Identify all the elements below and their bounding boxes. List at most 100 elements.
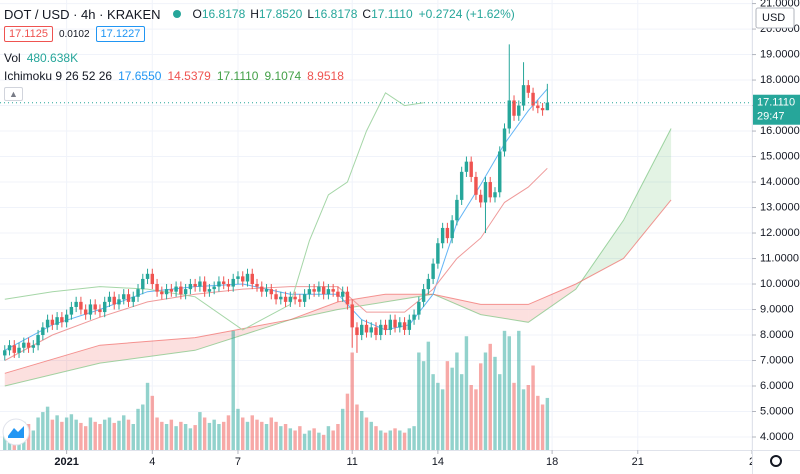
volume-bar bbox=[217, 424, 221, 450]
candle-body bbox=[26, 342, 31, 348]
candle-body bbox=[426, 278, 431, 290]
volume-bar bbox=[374, 426, 378, 450]
candle-body bbox=[450, 220, 454, 239]
ohlc-value: 16.8178 bbox=[314, 7, 358, 21]
candle-body bbox=[260, 286, 264, 292]
y-tick-label: 15.0000 bbox=[760, 150, 800, 162]
candle-body bbox=[517, 105, 521, 116]
ohlc: O16.8178 H17.8520 L16.8178 C17.1110 bbox=[193, 7, 413, 21]
candle-body bbox=[12, 345, 16, 353]
candle-body bbox=[198, 281, 202, 287]
candle-body bbox=[526, 85, 531, 93]
y-tick-label: 12.0000 bbox=[760, 227, 800, 239]
volume-bar bbox=[274, 421, 278, 450]
candle-body bbox=[536, 105, 540, 109]
y-tick-label: 6.0000 bbox=[760, 380, 794, 392]
volume-bar bbox=[517, 330, 521, 450]
indicator-values: 17.6550 14.5379 17.1110 9.1074 8.9518 bbox=[118, 69, 344, 83]
candle-body bbox=[464, 161, 469, 172]
volume-bar bbox=[60, 421, 64, 450]
candle-body bbox=[269, 289, 274, 295]
candle-body bbox=[402, 322, 407, 330]
candle-body bbox=[169, 289, 174, 292]
indicator-value: 17.6550 bbox=[118, 69, 162, 83]
cloud-span-b bbox=[4, 199, 672, 374]
volume-bar bbox=[398, 430, 402, 450]
volume-bar bbox=[183, 424, 188, 450]
spread: 0.0102 bbox=[58, 28, 90, 40]
cloud-segment bbox=[337, 294, 386, 310]
candle-body bbox=[250, 273, 254, 285]
ohlc-item: O16.8178 bbox=[193, 7, 246, 21]
volume-bar bbox=[174, 426, 178, 450]
plot-area bbox=[0, 0, 752, 450]
candle-body bbox=[326, 289, 331, 295]
candle-body bbox=[312, 289, 316, 292]
candle-body bbox=[79, 301, 83, 310]
candle-body bbox=[226, 284, 231, 287]
candle-body bbox=[436, 243, 440, 264]
volume-bar bbox=[264, 424, 269, 450]
cloud-segment bbox=[4, 345, 100, 387]
volume-bar bbox=[317, 432, 321, 450]
change: +0.2724 (+1.62%) bbox=[418, 7, 515, 21]
candle-body bbox=[102, 301, 107, 313]
candle-body bbox=[407, 319, 412, 330]
y-tick-label: 21.0000 bbox=[760, 0, 800, 9]
volume-bar bbox=[250, 415, 254, 450]
volume-bar bbox=[64, 417, 69, 450]
volume-bar bbox=[531, 365, 535, 450]
settings-icon[interactable] bbox=[770, 455, 782, 467]
candle-body bbox=[431, 263, 435, 279]
cloud-segment bbox=[528, 284, 576, 323]
candle-body bbox=[474, 176, 478, 195]
currency: USD bbox=[762, 12, 785, 24]
bid[interactable]: 17.1125 bbox=[4, 26, 53, 42]
symbol[interactable]: DOT / USD · 4h · KRAKEN bbox=[4, 6, 161, 22]
candle-body bbox=[255, 284, 259, 287]
candle-body bbox=[498, 151, 502, 193]
volume-bar bbox=[283, 424, 288, 450]
candle-body bbox=[155, 284, 159, 292]
candle-body bbox=[545, 102, 550, 111]
volume-bar bbox=[188, 428, 193, 450]
candle-body bbox=[488, 182, 492, 198]
candle-body bbox=[340, 291, 345, 297]
volume-bar bbox=[169, 419, 174, 450]
ask[interactable]: 17.1227 bbox=[95, 26, 146, 42]
cloud-span-a bbox=[4, 128, 672, 387]
candle-body bbox=[41, 327, 45, 336]
volume-bar bbox=[102, 419, 107, 450]
candle-body bbox=[45, 319, 50, 328]
indicator-name[interactable]: Ichimoku 9 26 52 26 bbox=[4, 69, 113, 83]
volume-bar bbox=[55, 415, 59, 450]
volume-bar bbox=[369, 421, 373, 450]
candle-body bbox=[122, 294, 126, 300]
y-tick-label: 14.0000 bbox=[760, 176, 800, 188]
candle-body bbox=[31, 345, 36, 348]
collapse-button[interactable]: ▲ bbox=[4, 87, 23, 101]
volume-bar bbox=[112, 422, 116, 450]
volume-bar bbox=[88, 417, 93, 450]
y-tick-label: 18.0000 bbox=[760, 74, 800, 86]
logo-icon bbox=[8, 426, 24, 438]
volume-bar bbox=[160, 421, 164, 450]
candle-body bbox=[164, 289, 169, 295]
candle-body bbox=[174, 286, 178, 292]
y-tick-label: 9.0000 bbox=[760, 303, 794, 315]
candle-body bbox=[393, 319, 397, 328]
volume-bar bbox=[207, 422, 212, 450]
volume-bar bbox=[488, 343, 492, 450]
ohlc-item: C17.1110 bbox=[362, 7, 412, 21]
candle-body bbox=[483, 182, 488, 203]
x-tick-label: 4 bbox=[149, 456, 155, 468]
volume-bar bbox=[521, 389, 526, 450]
volume-bar bbox=[3, 430, 7, 450]
status-dot bbox=[172, 10, 181, 18]
volume-bar bbox=[412, 426, 416, 450]
ohlc-key: C bbox=[362, 7, 372, 21]
candle-body bbox=[145, 273, 150, 279]
volume-bar bbox=[450, 367, 454, 450]
candle-body bbox=[398, 322, 402, 328]
volume-bar bbox=[388, 430, 392, 450]
